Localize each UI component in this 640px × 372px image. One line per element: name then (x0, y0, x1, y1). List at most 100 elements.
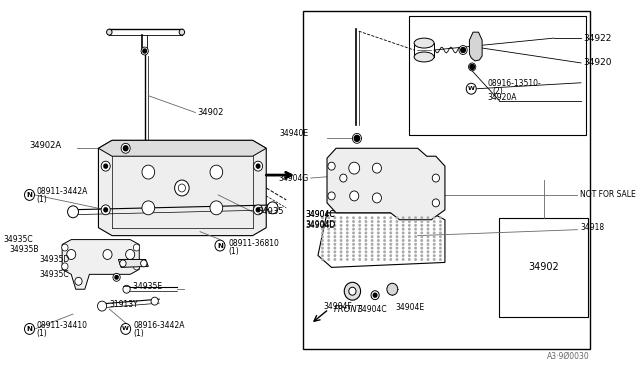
Text: 34940E: 34940E (280, 129, 309, 138)
Circle shape (409, 228, 410, 230)
Circle shape (334, 255, 335, 256)
Text: 34904G: 34904G (278, 174, 309, 183)
Circle shape (433, 228, 435, 230)
Circle shape (121, 143, 130, 153)
Circle shape (403, 232, 404, 234)
Circle shape (421, 232, 422, 234)
Circle shape (322, 221, 323, 222)
Circle shape (359, 221, 360, 222)
Circle shape (428, 232, 429, 234)
Circle shape (101, 161, 110, 171)
Circle shape (256, 208, 260, 212)
Text: 08911-3442A: 08911-3442A (36, 187, 88, 196)
Circle shape (433, 225, 435, 226)
Circle shape (409, 225, 410, 226)
Circle shape (390, 244, 392, 245)
Text: 34904C: 34904C (358, 305, 387, 314)
Circle shape (421, 259, 422, 260)
Circle shape (322, 247, 323, 249)
Circle shape (433, 255, 435, 256)
Text: 34935C: 34935C (3, 235, 33, 244)
Circle shape (371, 259, 373, 260)
Circle shape (409, 255, 410, 256)
Circle shape (365, 217, 367, 219)
Circle shape (322, 240, 323, 241)
Circle shape (390, 232, 392, 234)
Circle shape (470, 64, 474, 69)
Circle shape (353, 240, 354, 241)
Circle shape (415, 217, 416, 219)
Circle shape (403, 221, 404, 222)
Circle shape (349, 162, 360, 174)
Circle shape (371, 221, 373, 222)
Circle shape (390, 251, 392, 253)
Text: 34904D: 34904D (305, 221, 335, 230)
Circle shape (347, 240, 348, 241)
Circle shape (175, 180, 189, 196)
Circle shape (409, 232, 410, 234)
Circle shape (340, 244, 342, 245)
Circle shape (409, 236, 410, 237)
Circle shape (384, 247, 385, 249)
Circle shape (142, 165, 155, 179)
Circle shape (120, 260, 126, 267)
Circle shape (415, 221, 416, 222)
Circle shape (415, 259, 416, 260)
Text: 34902: 34902 (529, 262, 559, 272)
Circle shape (421, 255, 422, 256)
Text: N: N (27, 326, 33, 332)
Text: (1): (1) (36, 329, 47, 339)
Circle shape (354, 135, 360, 141)
Circle shape (428, 244, 429, 245)
Circle shape (440, 251, 441, 253)
Circle shape (372, 193, 381, 203)
Circle shape (347, 255, 348, 256)
Circle shape (384, 251, 385, 253)
Circle shape (415, 232, 416, 234)
Text: 34935B: 34935B (9, 245, 38, 254)
Circle shape (428, 255, 429, 256)
Circle shape (328, 236, 330, 237)
Circle shape (123, 285, 130, 293)
Circle shape (440, 244, 441, 245)
Circle shape (415, 247, 416, 249)
Circle shape (334, 217, 335, 219)
Circle shape (428, 236, 429, 237)
Circle shape (390, 240, 392, 241)
Circle shape (428, 259, 429, 260)
Circle shape (409, 247, 410, 249)
Circle shape (384, 221, 385, 222)
Circle shape (415, 228, 416, 230)
Circle shape (421, 236, 422, 237)
Text: FRONT: FRONT (334, 305, 363, 314)
Circle shape (253, 205, 262, 215)
Circle shape (409, 217, 410, 219)
Circle shape (107, 29, 112, 35)
Circle shape (75, 277, 82, 285)
Circle shape (396, 251, 397, 253)
Circle shape (440, 232, 441, 234)
Circle shape (340, 217, 342, 219)
Text: A3·9Ø0030: A3·9Ø0030 (547, 352, 590, 361)
Circle shape (432, 174, 440, 182)
Circle shape (409, 259, 410, 260)
Circle shape (384, 244, 385, 245)
Circle shape (373, 293, 377, 297)
Text: 34935D: 34935D (39, 255, 69, 264)
Bar (303, 11, 590, 349)
Circle shape (334, 251, 335, 253)
Circle shape (322, 236, 323, 237)
Circle shape (403, 225, 404, 226)
Circle shape (365, 251, 367, 253)
Text: W: W (122, 326, 129, 331)
Circle shape (347, 221, 348, 222)
Circle shape (141, 47, 148, 55)
Circle shape (371, 228, 373, 230)
Circle shape (390, 236, 392, 237)
Circle shape (365, 236, 367, 237)
Circle shape (390, 247, 392, 249)
Circle shape (396, 255, 397, 256)
Circle shape (328, 221, 330, 222)
Circle shape (365, 255, 367, 256)
Circle shape (365, 244, 367, 245)
